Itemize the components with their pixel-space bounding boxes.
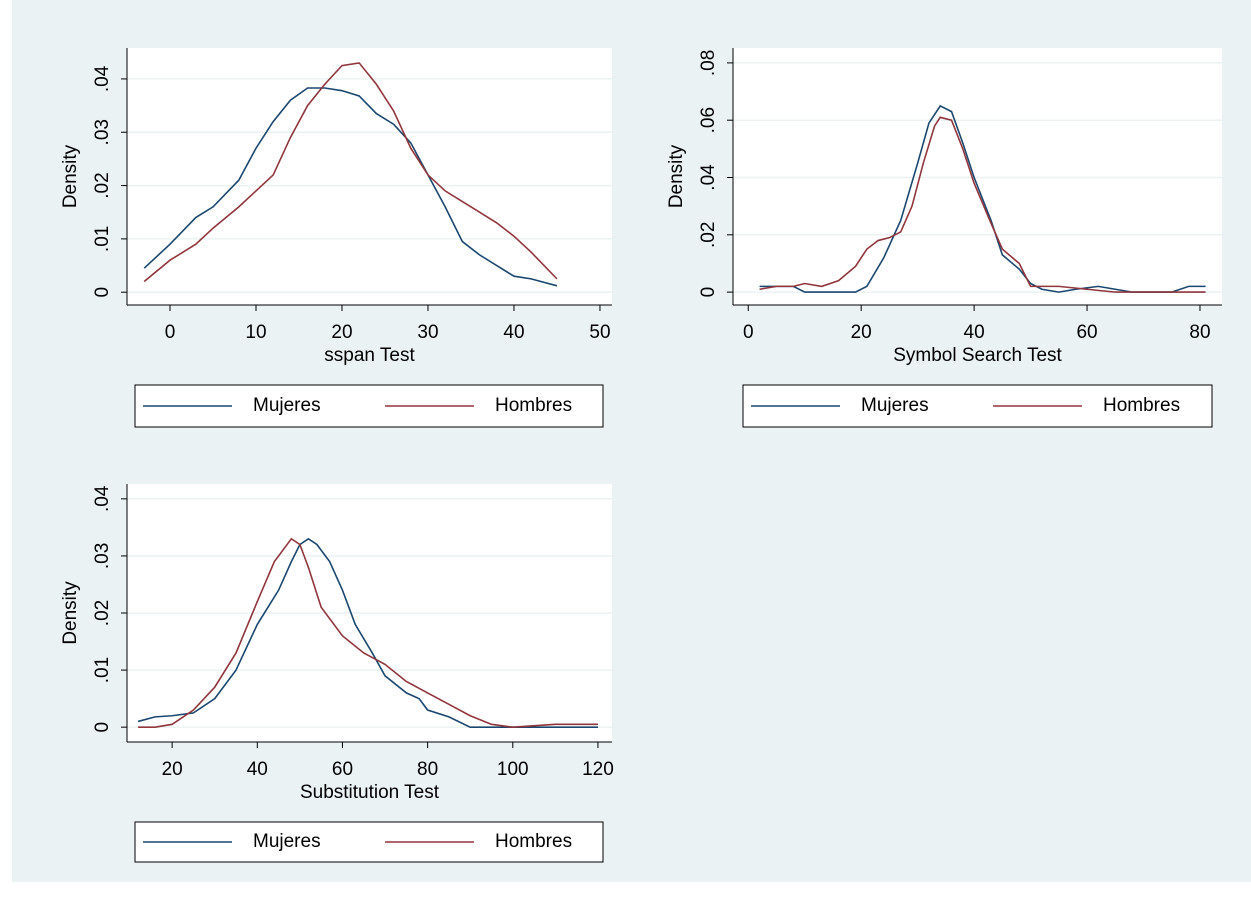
density-line (138, 537, 598, 728)
x-tick-label: 20 (331, 322, 352, 343)
x-tick-label: 40 (964, 322, 985, 343)
x-tick-label: 40 (503, 322, 524, 343)
x-tick-label: 120 (582, 759, 614, 780)
y-tick-label: .04 (92, 485, 113, 512)
x-tick-label: 0 (165, 322, 176, 343)
x-tick-label: 10 (245, 322, 266, 343)
y-axis-title: Density (666, 144, 687, 208)
x-tick-label: 60 (332, 759, 353, 780)
density-line (137, 537, 598, 728)
density-line (143, 62, 558, 283)
legend-label: Hombres (1103, 395, 1180, 416)
y-tick-label: 0 (92, 287, 113, 298)
x-tick-label: 80 (417, 759, 438, 780)
y-tick-label: .04 (92, 65, 113, 92)
x-axis-title: Substitution Test (300, 782, 440, 803)
y-tick-label: .08 (698, 50, 719, 76)
y-tick-label: 0 (92, 722, 113, 733)
y-tick-label: .01 (92, 226, 113, 252)
legend-label: Mujeres (253, 831, 321, 852)
x-tick-label: 20 (162, 759, 183, 780)
density-line (759, 116, 1206, 293)
x-tick-label: 30 (417, 322, 438, 343)
legend-label: Mujeres (861, 395, 929, 416)
y-tick-label: .03 (92, 543, 113, 569)
y-tick-label: .02 (92, 600, 113, 626)
y-tick-label: .04 (698, 164, 719, 191)
x-tick-label: 50 (589, 322, 610, 343)
density-line (143, 87, 558, 287)
plot-region (733, 48, 1222, 305)
x-axis-title: Symbol Search Test (893, 345, 1062, 366)
legend-label: Mujeres (253, 395, 321, 416)
x-tick-label: 20 (851, 322, 872, 343)
y-axis-title: Density (60, 581, 81, 645)
plot-region (127, 48, 612, 305)
x-tick-label: 80 (1189, 322, 1210, 343)
y-tick-label: .06 (698, 107, 719, 133)
y-tick-label: .02 (698, 222, 719, 248)
density-line (759, 104, 1206, 293)
x-tick-label: 0 (743, 322, 754, 343)
y-tick-label: .03 (92, 119, 113, 145)
legend-label: Hombres (495, 395, 572, 416)
x-axis-title: sspan Test (324, 345, 415, 366)
x-tick-label: 100 (497, 759, 529, 780)
y-tick-label: .02 (92, 172, 113, 198)
x-tick-label: 60 (1076, 322, 1097, 343)
legend-label: Hombres (495, 831, 572, 852)
y-tick-label: 0 (698, 287, 719, 298)
y-axis-title: Density (60, 144, 81, 208)
x-tick-label: 40 (247, 759, 268, 780)
y-tick-label: .01 (92, 657, 113, 683)
